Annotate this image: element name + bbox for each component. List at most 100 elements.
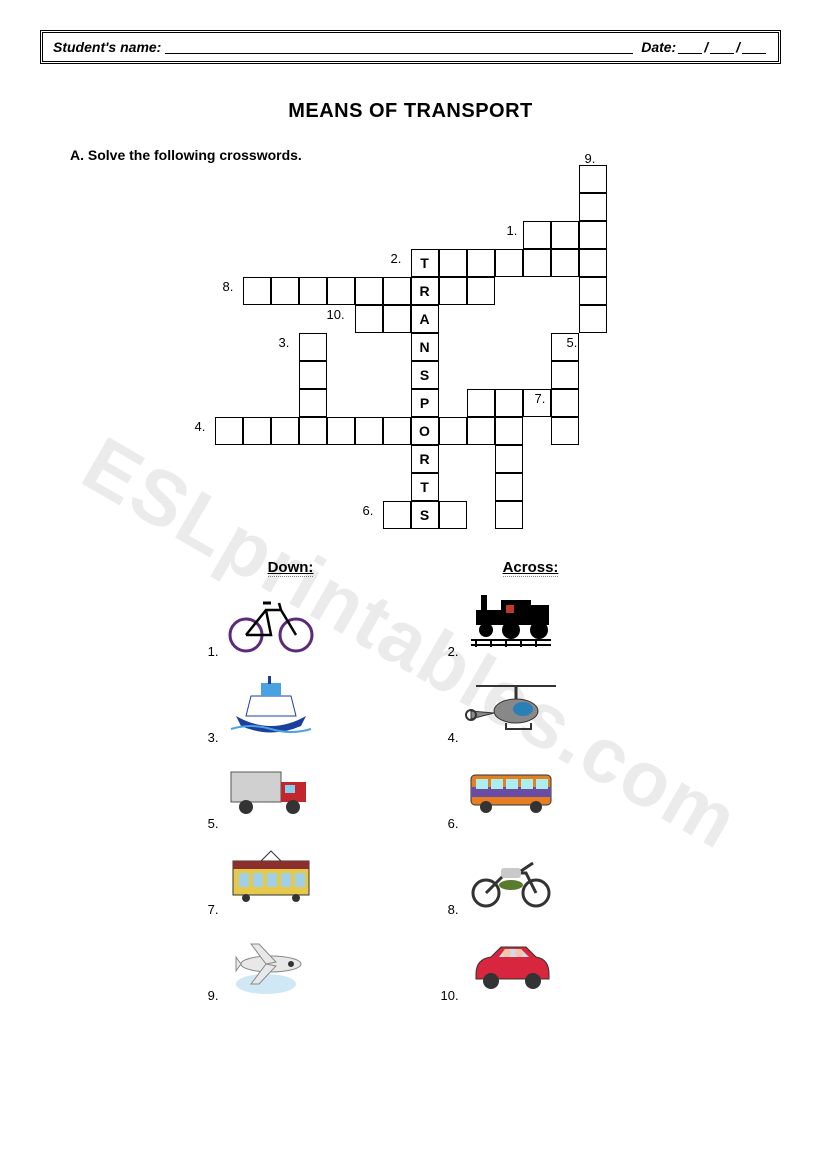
clue-number: 5. bbox=[201, 816, 219, 831]
crossword-cell[interactable] bbox=[579, 221, 607, 249]
clue-item: 3. bbox=[201, 671, 381, 749]
crossword-cell[interactable] bbox=[495, 473, 523, 501]
date-year[interactable] bbox=[742, 40, 766, 54]
crossword-cell[interactable] bbox=[523, 221, 551, 249]
crossword-cell[interactable]: O bbox=[411, 417, 439, 445]
clue-number: 2. bbox=[441, 644, 459, 659]
crossword-cell[interactable]: P bbox=[411, 389, 439, 417]
crossword-cell[interactable] bbox=[551, 361, 579, 389]
clue-number: 4. bbox=[441, 730, 459, 745]
crossword-cell[interactable] bbox=[551, 221, 579, 249]
crossword-cell[interactable] bbox=[551, 389, 579, 417]
crossword-cell[interactable] bbox=[439, 249, 467, 277]
crossword-cell[interactable] bbox=[579, 165, 607, 193]
bus-icon bbox=[461, 757, 561, 827]
crossword-cell[interactable] bbox=[551, 249, 579, 277]
car-icon bbox=[461, 929, 561, 999]
crossword-cell[interactable] bbox=[299, 333, 327, 361]
crossword-cell[interactable] bbox=[467, 417, 495, 445]
crossword-cell[interactable] bbox=[579, 193, 607, 221]
clue-number: 8. bbox=[441, 902, 459, 917]
clue-number: 8. bbox=[223, 279, 234, 294]
crossword-cell[interactable]: T bbox=[411, 249, 439, 277]
date-label: Date: bbox=[641, 39, 676, 55]
crossword-cell[interactable] bbox=[299, 277, 327, 305]
crossword-cell[interactable] bbox=[495, 389, 523, 417]
crossword-cell[interactable] bbox=[383, 305, 411, 333]
crossword-cell[interactable]: A bbox=[411, 305, 439, 333]
clue-number: 9. bbox=[201, 988, 219, 1003]
clue-item: 2. bbox=[441, 585, 621, 663]
crossword-cell[interactable] bbox=[579, 305, 607, 333]
crossword-cell[interactable]: T bbox=[411, 473, 439, 501]
page-title: MEANS OF TRANSPORT bbox=[40, 100, 781, 123]
down-clue-list: 1. 3. 5. 7. 9. bbox=[201, 585, 381, 1007]
crossword-cell[interactable] bbox=[271, 417, 299, 445]
crossword-cell[interactable] bbox=[271, 277, 299, 305]
clue-number: 6. bbox=[363, 503, 374, 518]
crossword-cell[interactable]: R bbox=[411, 277, 439, 305]
clue-item: 8. bbox=[441, 843, 621, 921]
crossword-cell[interactable] bbox=[327, 417, 355, 445]
clues-section: Down: 1.3.5.7.9. Across: 2.4.6.8.10. bbox=[40, 559, 781, 1015]
crossword-cell[interactable]: R bbox=[411, 445, 439, 473]
crossword-cell[interactable] bbox=[551, 417, 579, 445]
clue-item: 1. bbox=[201, 585, 381, 663]
tram-icon bbox=[221, 843, 321, 913]
crossword-cell[interactable] bbox=[299, 417, 327, 445]
truck-icon bbox=[221, 757, 321, 827]
name-label: Student's name: bbox=[53, 39, 161, 55]
clue-number: 1. bbox=[507, 223, 518, 238]
clue-number: 1. bbox=[201, 644, 219, 659]
crossword-cell[interactable] bbox=[467, 277, 495, 305]
crossword-cell[interactable] bbox=[215, 417, 243, 445]
clue-item: 7. bbox=[201, 843, 381, 921]
crossword-cell[interactable] bbox=[439, 277, 467, 305]
crossword-cell[interactable]: S bbox=[411, 361, 439, 389]
crossword-cell[interactable] bbox=[243, 417, 271, 445]
crossword-cell[interactable] bbox=[383, 501, 411, 529]
crossword-cell[interactable] bbox=[327, 277, 355, 305]
crossword-cell[interactable] bbox=[467, 389, 495, 417]
clue-number: 5. bbox=[567, 335, 578, 350]
crossword-cell[interactable] bbox=[495, 417, 523, 445]
crossword-cell[interactable]: N bbox=[411, 333, 439, 361]
date-month[interactable] bbox=[710, 40, 734, 54]
clue-number: 9. bbox=[585, 151, 596, 166]
crossword-cell[interactable] bbox=[299, 389, 327, 417]
crossword-cell[interactable] bbox=[579, 249, 607, 277]
clue-item: 9. bbox=[201, 929, 381, 1007]
clue-item: 4. bbox=[441, 671, 621, 749]
clue-number: 7. bbox=[535, 391, 546, 406]
clue-number: 2. bbox=[391, 251, 402, 266]
crossword-cell[interactable] bbox=[495, 501, 523, 529]
across-clue-list: 2.4.6.8.10. bbox=[441, 585, 621, 1007]
crossword-cell[interactable] bbox=[383, 417, 411, 445]
crossword-cell[interactable]: S bbox=[411, 501, 439, 529]
crossword-grid[interactable]: TRANSPORTS1.2.8.10.3.5.7.4.6.9. bbox=[131, 179, 691, 549]
crossword-cell[interactable] bbox=[355, 305, 383, 333]
crossword-cell[interactable] bbox=[523, 249, 551, 277]
crossword-cell[interactable] bbox=[439, 417, 467, 445]
crossword-cell[interactable] bbox=[579, 277, 607, 305]
clue-item: 6. bbox=[441, 757, 621, 835]
crossword-cell[interactable] bbox=[495, 249, 523, 277]
crossword-cell[interactable] bbox=[355, 277, 383, 305]
down-heading: Down: bbox=[268, 559, 314, 577]
header-box: Student's name: Date: / / bbox=[40, 30, 781, 64]
crossword-cell[interactable] bbox=[467, 249, 495, 277]
plane-icon bbox=[221, 929, 321, 999]
motorbike-icon bbox=[461, 843, 561, 913]
down-column: Down: 1. 3. 5. 7. 9. bbox=[201, 559, 381, 1015]
clue-number: 3. bbox=[279, 335, 290, 350]
crossword-cell[interactable] bbox=[299, 361, 327, 389]
helicopter-icon bbox=[461, 671, 561, 741]
crossword-cell[interactable] bbox=[355, 417, 383, 445]
name-blank-line[interactable] bbox=[165, 40, 633, 54]
clue-number: 4. bbox=[195, 419, 206, 434]
crossword-cell[interactable] bbox=[439, 501, 467, 529]
crossword-cell[interactable] bbox=[383, 277, 411, 305]
crossword-cell[interactable] bbox=[243, 277, 271, 305]
date-day[interactable] bbox=[678, 40, 702, 54]
crossword-cell[interactable] bbox=[495, 445, 523, 473]
